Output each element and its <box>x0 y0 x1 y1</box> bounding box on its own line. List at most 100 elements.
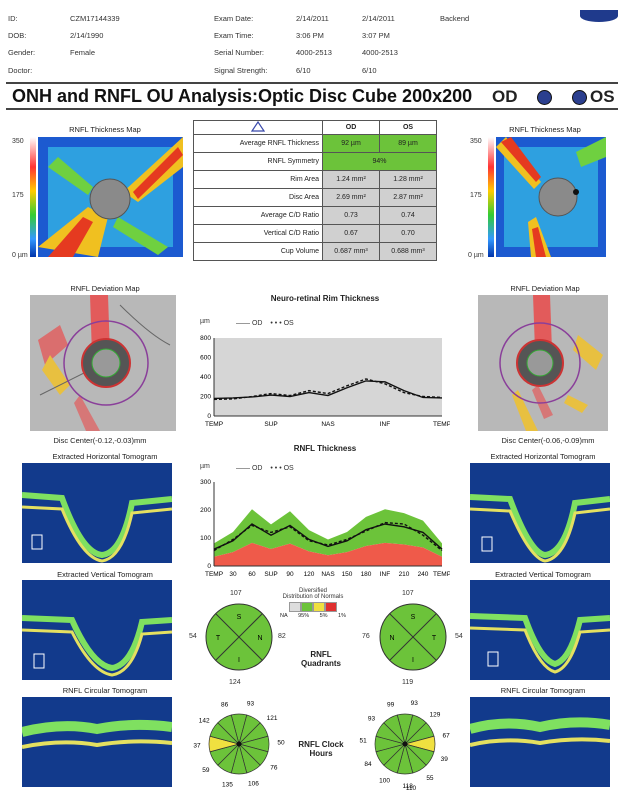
clock-hour-label: 93 <box>247 701 255 708</box>
distribution-swatches <box>280 602 346 612</box>
dist-label: NA <box>280 613 288 619</box>
x-tick-label: 60 <box>248 571 256 578</box>
os-quad-top: 107 <box>402 590 414 597</box>
y-tick-label: 300 <box>200 479 211 486</box>
right-deviation-map-title: RNFL Deviation Map <box>510 284 580 293</box>
normal-band-green <box>214 509 442 557</box>
distribution-sub: Diversified <box>298 588 327 594</box>
x-tick-label: TEMP <box>205 421 223 428</box>
gender-label: Gender: <box>8 48 36 57</box>
os-quad-left: 76 <box>362 633 370 640</box>
left-vert-tomo-title: Extracted Vertical Tomogram <box>57 570 153 579</box>
y-tick-label: 600 <box>200 355 211 362</box>
series-line-os <box>213 521 443 552</box>
rnfl-thickness-chart: 0 100 200 300 TEMP 30 60 SUP 90 120 NAS 150 180 INF 21… <box>200 479 450 578</box>
x-tick-label: NAS <box>321 421 335 428</box>
left-deviation-map <box>30 295 176 431</box>
signal-label: Signal Strength: <box>214 66 268 75</box>
x-tick-label: INF <box>380 421 391 428</box>
clock-hours-label: RNFL Clock Hours <box>298 740 344 758</box>
right-scale-175: 175 <box>470 192 482 199</box>
table-row: Average C/D Ratio 0.73 0.74 <box>193 206 437 225</box>
exam-time-label: Exam Time: <box>214 31 254 40</box>
clock-center-dot <box>236 741 242 747</box>
table-row: Rim Area 1.24 mm² 1.28 mm² <box>193 170 437 189</box>
right-vert-tomogram <box>470 580 610 680</box>
header-extra: Backend <box>440 14 470 23</box>
os-quad-s: S <box>411 614 416 621</box>
od-quad-s: S <box>237 614 242 621</box>
patient-header: ID: CZM17144339 DOB: 2/14/1990 Gender: F… <box>0 0 626 80</box>
clock-hour-label: 121 <box>267 715 278 722</box>
table-row: Cup Volume 0.687 mm³ 0.688 mm³ <box>193 242 437 261</box>
y-tick-label: 0 <box>207 413 211 420</box>
od-quad-i: I <box>238 657 240 664</box>
signal-os: 6/10 <box>362 66 377 75</box>
left-color-scale <box>30 137 36 257</box>
col-os-header: OS <box>379 120 437 135</box>
dob-label: DOB: <box>8 31 27 40</box>
row-os-value: 1.28 mm² <box>379 170 437 189</box>
rnfl-legend: —— OD • • • OS <box>236 465 294 472</box>
right-thickness-map <box>496 137 606 257</box>
x-tick-label: TEMP <box>433 571 450 578</box>
od-quadrant-chart: S T N I <box>205 603 273 671</box>
clock-hour-label: 142 <box>199 718 210 725</box>
od-eye-icon <box>537 90 552 105</box>
x-tick-label: SUP <box>264 421 277 428</box>
exam-date-os: 2/14/2011 <box>362 14 395 23</box>
legend-os-label: OS <box>283 320 294 327</box>
x-tick-label: 30 <box>229 571 237 578</box>
legend-od-line: —— <box>236 320 250 327</box>
right-color-scale <box>488 137 494 257</box>
os-quad-t: T <box>432 635 437 642</box>
od-label: OD <box>492 87 518 106</box>
row-label: Vertical C/D Ratio <box>193 224 323 243</box>
right-vert-tomo-title: Extracted Vertical Tomogram <box>495 570 591 579</box>
row-os-value: 0.688 mm³ <box>379 242 437 261</box>
warning-triangle-cell <box>193 120 323 135</box>
clock-hour-label: 93 <box>368 716 376 723</box>
swatch-green <box>301 602 313 612</box>
dob-value: 2/14/1990 <box>70 31 104 40</box>
x-tick-label: 150 <box>342 571 353 578</box>
y-tick-label: 400 <box>200 374 211 381</box>
right-scale-0: 0 µm <box>468 252 484 259</box>
clock-hour-label: 99 <box>387 702 395 709</box>
rnfl-stats-table: OD OS Average RNFL Thickness 92 µm 89 µm… <box>193 120 437 261</box>
os-quadrant-chart: S N T I <box>379 603 447 671</box>
dist-label: 1% <box>338 613 346 619</box>
x-tick-label: 90 <box>286 571 294 578</box>
y-tick-label: 200 <box>200 394 211 401</box>
legend-os-label: OS <box>283 465 294 472</box>
clock-hour-label: 86 <box>221 702 229 709</box>
y-tick-label: 200 <box>200 507 211 514</box>
warning-triangle-icon <box>250 120 266 132</box>
clock-hour-label: 76 <box>270 764 278 771</box>
x-tick-label: 240 <box>418 571 429 578</box>
clock-hour-label: 100 <box>379 778 390 785</box>
right-horiz-tomo-title: Extracted Horizontal Tomogram <box>490 452 596 461</box>
os-label: OS <box>590 87 615 106</box>
od-quad-t: T <box>216 635 221 642</box>
legend-os-line: • • • <box>270 320 282 327</box>
left-circular-tomogram <box>22 697 172 787</box>
row-label: RNFL Symmetry <box>193 152 323 171</box>
id-label: ID: <box>8 14 18 23</box>
row-label: Cup Volume <box>193 242 323 261</box>
distribution-legend: Diversified Distribution of Normals NA 9… <box>280 588 346 619</box>
id-value: CZM17144339 <box>70 14 120 23</box>
clock-sector <box>383 714 406 746</box>
right-horiz-tomogram <box>470 463 610 563</box>
dist-label: 5% <box>319 613 328 619</box>
series-line-od <box>213 523 443 550</box>
normal-band-red <box>214 542 442 566</box>
clock-hour-label: 59 <box>202 767 210 774</box>
left-vert-tomogram <box>22 580 172 680</box>
clock-sector <box>217 714 240 746</box>
rim-thickness-chart: 0 200 400 600 800 TEMP SUP NAS INF TEMP <box>200 335 450 428</box>
left-scale-175: 175 <box>12 192 24 199</box>
row-os-value: 2.87 mm² <box>379 188 437 207</box>
exam-date-label: Exam Date: <box>214 14 254 23</box>
left-horiz-tomogram <box>22 463 172 563</box>
